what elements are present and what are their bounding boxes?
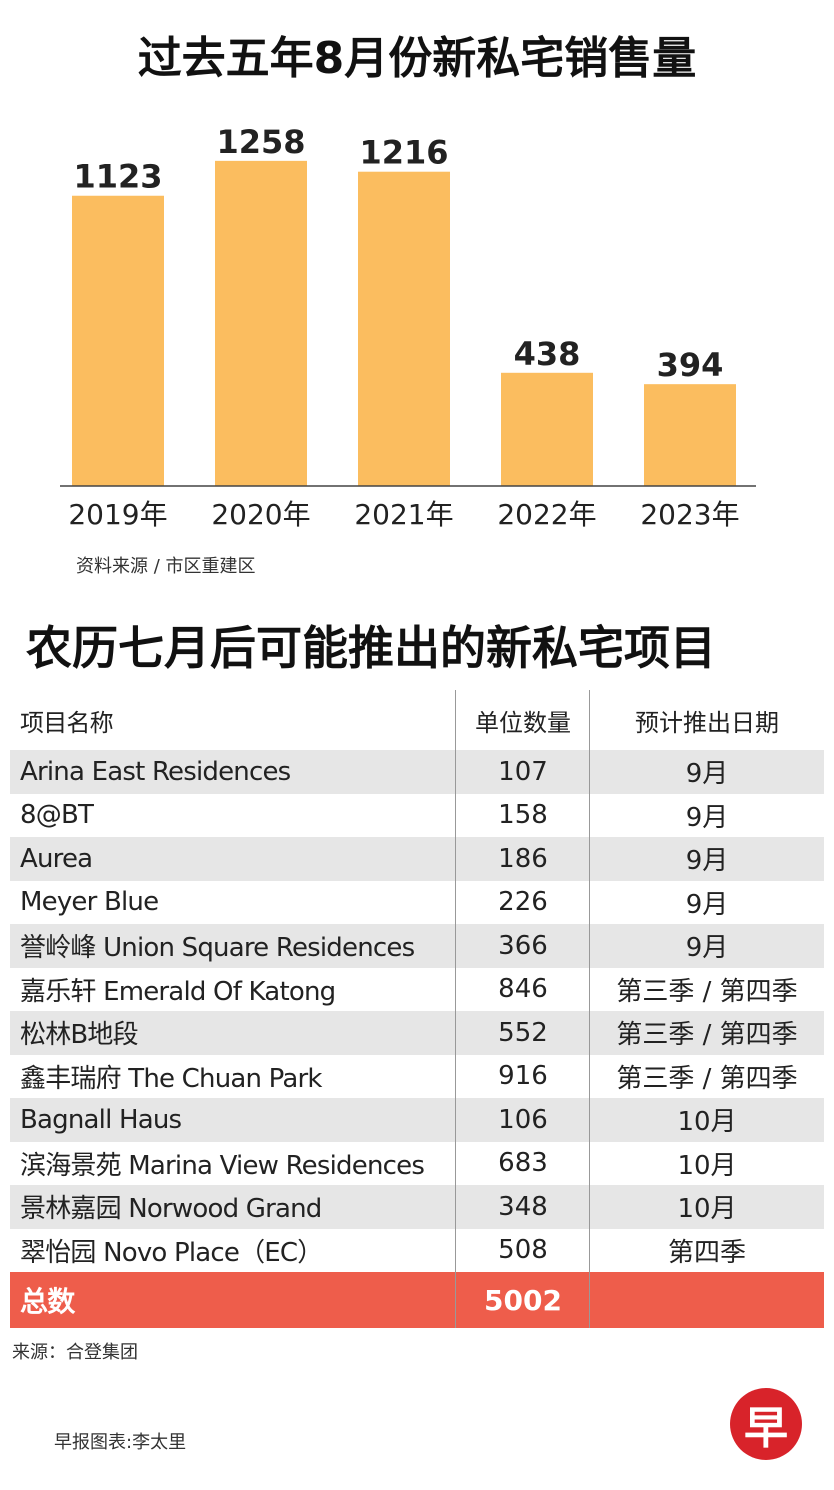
project-name: 松林B地段 (20, 1020, 139, 1051)
launch-date: 10月 (677, 1150, 737, 1181)
project-name: 翠怡园 Novo Place（EC） (20, 1237, 323, 1268)
unit-count: 106 (498, 1104, 548, 1135)
unit-count: 846 (498, 974, 548, 1005)
total-value: 5002 (484, 1283, 562, 1317)
launch-date: 9月 (685, 933, 729, 964)
table-row: 8@BT 158 9月 (10, 794, 824, 838)
launch-date: 9月 (685, 759, 729, 790)
table-row: Aurea 186 9月 (10, 837, 824, 881)
chart-title: 过去五年8月份新私宅销售量 (137, 33, 697, 84)
table-body: Arina East Residences 107 9月 8@BT 158 9月 Aurea… (10, 750, 824, 1272)
project-name: 景林嘉园 Norwood Grand (20, 1194, 322, 1225)
table-row: 誉岭峰 Union Square Residences 366 9月 (10, 924, 824, 968)
unit-count: 107 (498, 756, 548, 787)
bar (644, 384, 736, 486)
bar-value-label: 394 (657, 346, 724, 384)
unit-count: 683 (498, 1148, 548, 1179)
table-row: 嘉乐轩 Emerald Of Katong 846 第三季 / 第四季 (10, 968, 824, 1012)
total-row: 总数 5002 (10, 1272, 824, 1328)
chart-source: 资料来源 / 市区重建区 (76, 556, 256, 577)
zaobao-logo: 早 (730, 1388, 802, 1460)
bar-chart: 1123 2019年 1258 2020年 1216 2021年 438 2022年 394 20… (60, 123, 756, 531)
table-row: Meyer Blue 226 9月 (10, 881, 824, 925)
x-tick-label: 2022年 (497, 498, 596, 531)
unit-count: 366 (498, 930, 548, 961)
credit-line: 早报图表:李太里 (54, 1432, 187, 1453)
table-title: 农历七月后可能推出的新私宅项目 (26, 621, 716, 675)
unit-count: 226 (498, 887, 548, 918)
project-name: 滨海景苑 Marina View Residences (20, 1150, 425, 1181)
table-row: Bagnall Haus 106 10月 (10, 1098, 824, 1142)
x-tick-label: 2023年 (640, 498, 739, 531)
header-launch-date: 预计推出日期 (635, 708, 779, 737)
table-row: 鑫丰瑞府 The Chuan Park 916 第三季 / 第四季 (10, 1055, 824, 1099)
header-project-name: 项目名称 (20, 708, 114, 737)
total-empty (590, 1272, 824, 1328)
project-name: Meyer Blue (20, 887, 159, 918)
launch-date: 9月 (685, 802, 729, 833)
project-name: Bagnall Haus (20, 1104, 182, 1135)
bar (72, 195, 164, 487)
bar-value-label: 1216 (359, 134, 448, 172)
column-divider (589, 690, 590, 1328)
unit-count: 916 (498, 1061, 548, 1092)
launch-date: 第三季 / 第四季 (616, 976, 798, 1007)
table-row: Arina East Residences 107 9月 (10, 750, 824, 794)
unit-count: 186 (498, 843, 548, 874)
table-source: 来源：合登集团 (12, 1342, 138, 1363)
x-tick-label: 2021年 (354, 498, 453, 531)
bar (215, 160, 307, 486)
table-header-row: 项目名称 单位数量 预计推出日期 (10, 690, 824, 750)
bar-value-label: 1258 (216, 123, 305, 161)
unit-count: 348 (498, 1191, 548, 1222)
table-row: 翠怡园 Novo Place（EC） 508 第四季 (10, 1229, 824, 1273)
total-label: 总数 (20, 1285, 75, 1318)
launch-date: 第三季 / 第四季 (616, 1020, 798, 1051)
project-name: Aurea (20, 843, 93, 874)
table-row: 滨海景苑 Marina View Residences 683 10月 (10, 1142, 824, 1186)
project-name: 鑫丰瑞府 The Chuan Park (20, 1063, 322, 1094)
projects-table: 项目名称 单位数量 预计推出日期 Arina East Residences 10… (10, 690, 824, 1328)
table-row: 景林嘉园 Norwood Grand 348 10月 (10, 1185, 824, 1229)
unit-count: 508 (498, 1235, 548, 1266)
bar-value-label: 1123 (73, 158, 162, 196)
bar-value-label: 438 (514, 335, 581, 373)
unit-count: 552 (498, 1017, 548, 1048)
header-units: 单位数量 (475, 708, 571, 737)
column-divider (455, 690, 456, 1328)
project-name: 誉岭峰 Union Square Residences (20, 933, 415, 964)
project-name: Arina East Residences (20, 756, 291, 787)
bar (501, 372, 593, 486)
project-name: 嘉乐轩 Emerald Of Katong (20, 976, 336, 1007)
launch-date: 9月 (685, 846, 729, 877)
launch-date: 10月 (677, 1107, 737, 1138)
x-tick-label: 2019年 (68, 498, 167, 531)
launch-date: 第四季 (667, 1237, 746, 1268)
launch-date: 第三季 / 第四季 (616, 1063, 798, 1094)
bar (358, 171, 450, 487)
unit-count: 158 (498, 800, 548, 831)
launch-date: 9月 (685, 889, 729, 920)
launch-date: 10月 (677, 1194, 737, 1225)
x-tick-label: 2020年 (211, 498, 310, 531)
table-row: 松林B地段 552 第三季 / 第四季 (10, 1011, 824, 1055)
project-name: 8@BT (20, 800, 94, 831)
logo-glyph: 早 (744, 1403, 788, 1454)
